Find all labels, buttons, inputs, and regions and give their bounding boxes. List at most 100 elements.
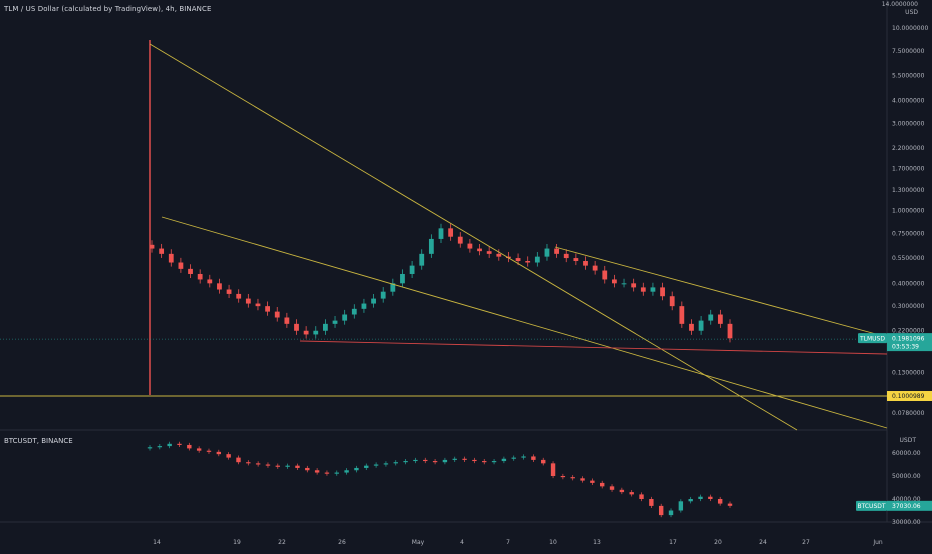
btc-candle <box>246 462 251 464</box>
last-price-tag <box>887 333 932 352</box>
price-candle <box>621 283 627 285</box>
bar-countdown: 03:53:39 <box>892 344 919 351</box>
time-tick-label: 17 <box>669 539 677 546</box>
price-candle <box>515 258 521 262</box>
price-candle <box>159 248 165 254</box>
price-candle <box>400 273 405 284</box>
btc-candle <box>196 448 202 451</box>
price-candle <box>207 279 213 284</box>
price-axis-currency: USD <box>905 9 918 16</box>
btc-candle <box>658 505 664 516</box>
price-candle <box>342 314 348 321</box>
support-line <box>299 340 888 355</box>
btc-candle <box>639 494 644 499</box>
btc-candle <box>619 489 625 493</box>
time-tick-label: 24 <box>759 539 767 546</box>
price-candle <box>351 308 357 315</box>
price-candle <box>573 258 579 262</box>
price-candle <box>650 287 656 292</box>
price-candle <box>178 262 184 269</box>
btc-candle <box>236 457 241 463</box>
price-candle <box>669 296 675 307</box>
time-tick-label: 19 <box>233 539 241 546</box>
btc-candle <box>442 459 448 463</box>
btc-candle <box>590 480 595 483</box>
price-tick-label: 0.7500000 <box>892 230 925 237</box>
price-candle <box>467 243 473 249</box>
btc-candle <box>334 472 339 474</box>
price-candle <box>563 253 569 259</box>
level-price-value: 0.1000989 <box>892 393 925 400</box>
btc-candle <box>314 470 320 473</box>
btc-candle <box>609 486 615 490</box>
btc-candle <box>521 456 526 458</box>
btc-candle <box>216 451 222 455</box>
btc-candle <box>727 503 733 506</box>
btc-candle <box>541 459 546 464</box>
btc-candle <box>432 461 438 463</box>
time-tick-label: 27 <box>802 539 810 546</box>
btc-candle <box>147 447 153 449</box>
price-candle <box>419 253 425 266</box>
price-tick-label: 5.5000000 <box>892 72 925 79</box>
price-candle <box>592 265 598 271</box>
btc-candle <box>531 456 536 460</box>
btc-candle <box>698 496 703 499</box>
subchart-tick-label: 30000.00 <box>892 519 921 526</box>
price-candle <box>717 314 723 324</box>
btc-candle <box>226 454 231 458</box>
price-axis-unit: 14.0000000 USD <box>882 1 918 17</box>
btc-candle <box>295 465 300 468</box>
price-candle <box>583 261 588 266</box>
btc-candle <box>550 463 556 476</box>
price-candle <box>612 279 617 284</box>
price-candle <box>698 320 704 331</box>
price-tick-label: 0.2200000 <box>892 328 925 335</box>
price-candle <box>554 248 559 254</box>
btc-candle <box>167 443 172 447</box>
price-candle <box>245 298 251 304</box>
time-tick-label: 4 <box>460 539 464 546</box>
price-candle <box>390 283 396 292</box>
price-candle <box>689 323 694 331</box>
price-tick-label: 0.0780000 <box>892 410 925 417</box>
time-tick-label: 22 <box>278 539 286 546</box>
price-tick-label: 4.0000000 <box>892 98 925 105</box>
btc-candle <box>187 444 192 449</box>
price-candle <box>265 306 270 312</box>
btc-candle <box>511 457 516 459</box>
btc-candle <box>413 459 418 462</box>
btc-last-price-value: 37030.06 <box>892 503 921 510</box>
subchart-axis-unit: USDT <box>899 437 917 444</box>
price-candle <box>631 283 637 288</box>
time-tick-label: 13 <box>593 539 601 546</box>
btc-candle <box>452 458 457 460</box>
price-candle <box>727 323 733 339</box>
last-price-symbol: TLMUSD <box>859 336 885 343</box>
price-candle <box>409 265 415 274</box>
time-tick-label: May <box>412 539 425 546</box>
price-tick-label: 10.0000000 <box>892 25 928 32</box>
btc-candle <box>501 458 507 462</box>
price-candle <box>602 270 608 280</box>
time-tick-label: 14 <box>153 539 161 546</box>
btc-candle <box>688 499 693 502</box>
btc-candle <box>265 464 271 466</box>
btc-candle <box>491 461 497 463</box>
price-candle <box>486 251 492 254</box>
price-tick-label: 0.5500000 <box>892 255 925 262</box>
btc-candle <box>649 499 654 506</box>
btc-candle <box>580 478 585 481</box>
btc-candle <box>305 467 310 471</box>
trendline-falling-from-ath <box>149 43 798 431</box>
btc-candle <box>600 482 605 487</box>
price-candle <box>323 323 328 331</box>
price-candle <box>284 317 290 324</box>
price-candle <box>544 248 550 257</box>
btc-candle <box>393 462 398 464</box>
btc-candle <box>364 465 369 468</box>
btc-candle <box>472 459 477 462</box>
price-candle <box>448 228 454 237</box>
